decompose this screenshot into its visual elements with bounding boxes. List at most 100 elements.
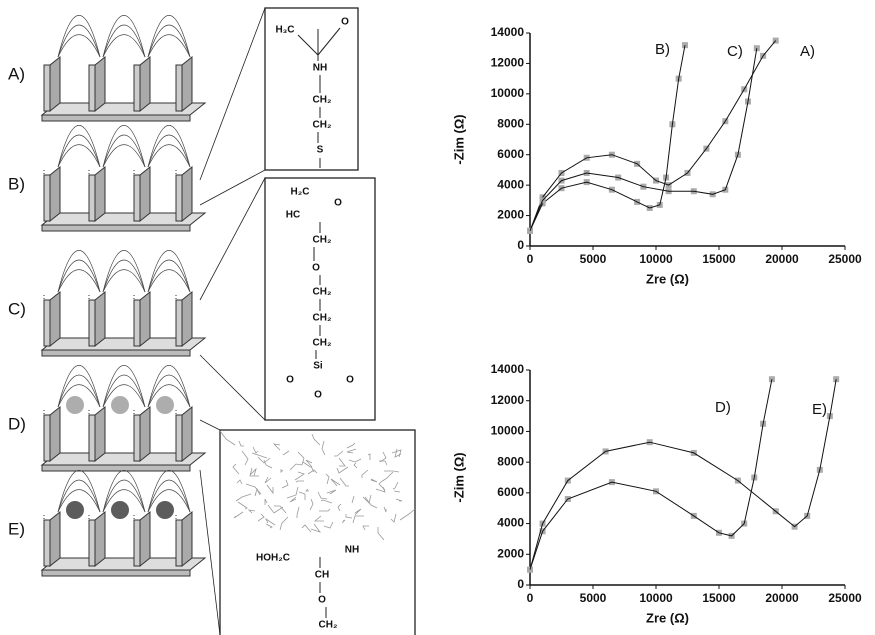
protein-structure <box>326 489 337 495</box>
field-line <box>57 134 101 168</box>
protein-structure <box>286 486 299 499</box>
protein-structure <box>238 440 244 447</box>
y-tick-label: 10000 <box>491 424 525 438</box>
finger <box>139 405 151 463</box>
field-line <box>102 374 146 408</box>
x-tick-label: 5000 <box>580 252 607 266</box>
protein-structure <box>297 451 305 466</box>
series-label: B) <box>655 41 670 58</box>
atom-label: S <box>317 145 324 156</box>
field-line <box>102 250 146 293</box>
row-label: B) <box>8 174 25 193</box>
atom-label: CH₂ <box>313 287 332 298</box>
fit-line <box>529 40 777 231</box>
protein-structure <box>252 446 259 454</box>
protein-structure <box>219 430 236 446</box>
substrate-side <box>41 569 191 577</box>
atom-label: CH₂ <box>313 95 332 106</box>
field-line <box>147 15 191 58</box>
protein <box>156 501 174 519</box>
fit-line <box>529 48 758 231</box>
finger <box>49 55 61 113</box>
protein-structure <box>272 443 281 451</box>
protein-structure <box>245 483 262 495</box>
protein-structure <box>370 478 378 483</box>
protein-structure <box>237 501 248 510</box>
protein-structure <box>379 460 388 466</box>
protein-structure <box>325 473 330 485</box>
protein-structure <box>235 493 252 502</box>
x-axis-title: Zre (Ω) <box>646 271 689 286</box>
protein-structure <box>232 463 240 475</box>
field-line <box>57 384 101 408</box>
finger <box>139 165 151 223</box>
finger <box>94 290 106 348</box>
y-tick-label: 14000 <box>491 362 525 376</box>
field-line <box>102 34 146 58</box>
data-marker <box>527 566 533 573</box>
field-line <box>147 374 191 408</box>
connector <box>199 177 266 301</box>
protein-structure <box>249 467 259 477</box>
row-label: C) <box>8 299 26 318</box>
y-tick-label: 6000 <box>497 147 524 161</box>
y-tick-label: 2000 <box>497 208 524 222</box>
protein-structure <box>364 496 378 509</box>
protein-structure <box>236 479 243 485</box>
x-tick-label: 25000 <box>828 591 862 605</box>
finger <box>49 165 61 223</box>
protein-structure <box>354 508 362 516</box>
field-line <box>57 144 101 168</box>
finger <box>181 290 193 348</box>
atom-label: Si <box>313 361 323 372</box>
y-tick-label: 4000 <box>497 177 524 191</box>
field-line <box>57 15 101 58</box>
protein-structure <box>298 491 306 500</box>
atom-label: CH₂ <box>313 338 332 349</box>
protein-structure <box>281 479 289 489</box>
finger-front <box>175 414 183 462</box>
protein-structure <box>392 481 399 490</box>
finger-front <box>88 64 96 112</box>
y-tick-label: 6000 <box>497 485 524 499</box>
atom-label: CH₂ <box>313 313 332 324</box>
finger <box>49 405 61 463</box>
field-line <box>57 125 101 168</box>
protein-structure <box>378 481 386 491</box>
finger-front <box>133 299 141 347</box>
protein-structure <box>263 459 273 469</box>
field-line <box>147 489 191 513</box>
fit-line <box>529 379 837 570</box>
field-line <box>147 125 191 168</box>
x-tick-label: 5000 <box>580 591 607 605</box>
finger <box>139 290 151 348</box>
protein <box>66 501 84 519</box>
protein-structure <box>339 477 349 487</box>
field-line <box>102 269 146 293</box>
finger-front <box>43 414 51 462</box>
finger-front <box>88 299 96 347</box>
field-line <box>57 259 101 293</box>
protein-structure <box>319 508 331 512</box>
protein-structure <box>305 459 313 468</box>
protein-structure <box>267 504 284 514</box>
protein-structure <box>341 519 346 524</box>
protein-structure <box>393 490 401 493</box>
field-line <box>57 374 101 408</box>
protein-structure <box>383 506 387 513</box>
protein-structure <box>375 486 386 493</box>
field-line <box>147 144 191 168</box>
atom-label: O <box>318 595 326 606</box>
finger <box>181 55 193 113</box>
atom-label: H₃C <box>275 25 294 36</box>
field-line <box>57 34 101 58</box>
row-label: D) <box>8 414 26 433</box>
protein-structure <box>362 494 372 504</box>
atom-label: HC <box>286 210 300 221</box>
protein-structure <box>380 471 394 483</box>
protein-structure <box>362 525 369 531</box>
field-line <box>102 259 146 293</box>
protein-structure <box>320 499 333 504</box>
finger <box>49 510 61 568</box>
